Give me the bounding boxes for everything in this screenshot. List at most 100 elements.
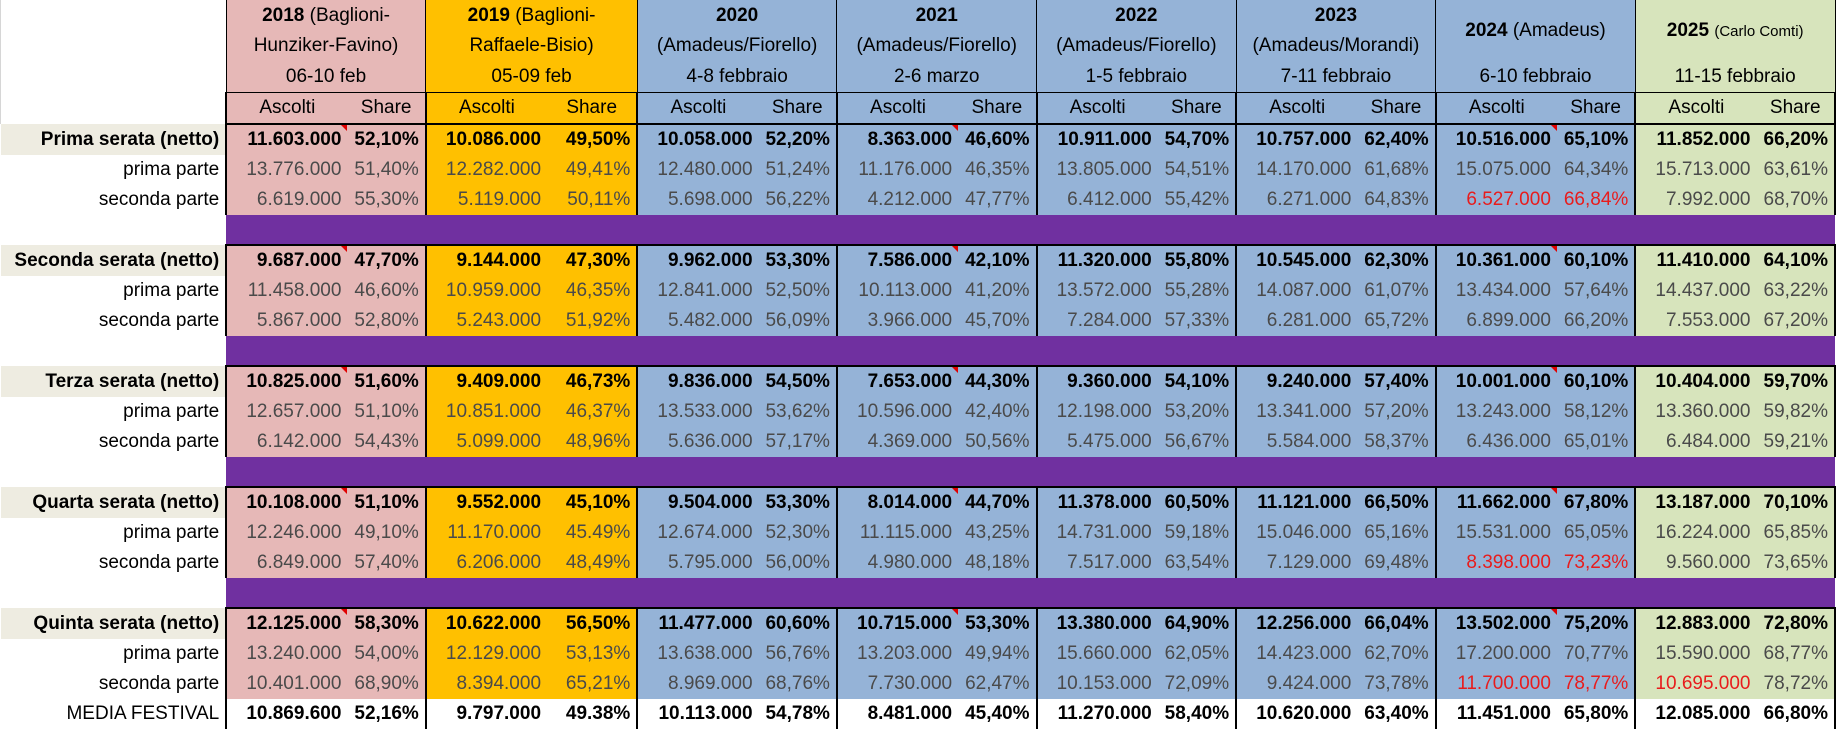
share-cell: 51,10%: [347, 486, 427, 518]
ascolti-cell: 11.378.000: [1035, 486, 1158, 518]
share-cell: 44,70%: [958, 486, 1038, 518]
ascolti-cell: 10.361.000: [1434, 244, 1557, 276]
media-share-cell: 66,80%: [1756, 699, 1836, 729]
ascolti-cell: 17.200.000: [1434, 639, 1557, 669]
share-cell: 78,77%: [1556, 669, 1637, 699]
share-cell: 68,70%: [1756, 185, 1836, 215]
separator-row: [1, 457, 1835, 487]
row-label: Terza serata (netto): [0, 366, 227, 397]
year-header-2020: 2020 (Amadeus/Fiorello): [636, 0, 838, 62]
ascolti-cell: 5.119.000: [424, 185, 548, 215]
year-label: 2022: [1115, 5, 1158, 26]
share-cell: 46,37%: [547, 397, 639, 427]
dates-2019: 05-09 feb: [425, 62, 638, 93]
row-label: seconda parte: [98, 431, 220, 452]
ascolti-cell: 12.246.000: [225, 518, 348, 548]
share-cell: 44,30%: [958, 365, 1038, 397]
share-cell: 50,56%: [958, 427, 1038, 457]
dates-2021: 2-6 marzo: [836, 62, 1038, 93]
share-cell: 47,70%: [347, 244, 427, 276]
media-ascolti-cell: 10.113.000: [636, 699, 759, 729]
share-cell: 60,10%: [1556, 365, 1637, 397]
share-cell: 51,24%: [758, 155, 838, 185]
share-cell: 68,76%: [758, 669, 838, 699]
share-cell: 46,35%: [547, 276, 639, 306]
ascolti-cell: 6.271.000: [1235, 185, 1358, 215]
evening-total-row: Prima serata (netto) 11.603.000 52,10% 10.0…: [0, 123, 1836, 155]
ascolti-cell: 8.363.000: [835, 123, 959, 155]
share-cell: 54,51%: [1157, 155, 1238, 185]
evening-part-row: seconda parte 5.867.000 52,80% 5.243.000 51,…: [1, 306, 1836, 336]
ascolti-cell: 11.603.000: [225, 123, 348, 155]
ascolti-cell: 13.341.000: [1235, 397, 1358, 427]
row-label: Prima serata (netto): [0, 124, 227, 155]
share-cell: 57,64%: [1556, 276, 1637, 306]
ascolti-cell: 12.198.000: [1035, 397, 1158, 427]
media-ascolti-cell: 11.270.000: [1035, 699, 1158, 729]
share-cell: 47,30%: [547, 244, 639, 276]
host-label: (Baglioni-: [309, 5, 390, 26]
ascolti-cell: 10.825.000: [225, 365, 348, 397]
ascolti-cell: 9.409.000: [424, 365, 548, 397]
ascolti-cell: 12.480.000: [636, 155, 759, 185]
year-header-2021: 2021 (Amadeus/Fiorello): [836, 0, 1038, 62]
share-cell: 68,77%: [1756, 639, 1836, 669]
ascolti-cell: 10.911.000: [1035, 123, 1158, 155]
share-cell: 70,10%: [1756, 486, 1836, 518]
year-label: 2025: [1666, 19, 1710, 41]
ascolti-cell: 7.553.000: [1634, 306, 1757, 336]
ascolti-cell: 10.757.000: [1235, 123, 1358, 155]
ascolti-header: Ascolti: [835, 92, 959, 125]
ascolti-cell: 14.087.000: [1235, 276, 1358, 306]
ascolti-cell: 10.959.000: [424, 276, 548, 306]
ascolti-cell: 12.125.000: [225, 607, 348, 639]
separator-row: [1, 215, 1835, 245]
share-cell: 45,10%: [547, 486, 639, 518]
share-cell: 49,41%: [547, 155, 639, 185]
ascolti-cell: 4.980.000: [835, 548, 959, 578]
ascolti-cell: 14.170.000: [1235, 155, 1358, 185]
ascolti-cell: 5.795.000: [636, 548, 759, 578]
ascolti-cell: 10.545.000: [1235, 244, 1358, 276]
share-cell: 54,43%: [347, 427, 427, 457]
share-cell: 45,70%: [958, 306, 1038, 336]
row-label: seconda parte: [98, 189, 220, 210]
dates-2025: 11-15 febbraio: [1634, 62, 1836, 93]
ascolti-header: Ascolti: [1634, 92, 1757, 125]
media-ascolti-cell: 11.451.000: [1434, 699, 1557, 729]
ascolti-header: Ascolti: [1434, 92, 1557, 125]
share-cell: 51,92%: [547, 306, 639, 336]
share-cell: 67,20%: [1756, 306, 1836, 336]
row-label: MEDIA FESTIVAL: [66, 703, 220, 724]
ascolti-cell: 11.170.000: [424, 518, 548, 548]
dates-2024: 6-10 febbraio: [1435, 62, 1636, 93]
ascolti-cell: 10.596.000: [835, 397, 959, 427]
share-cell: 49,94%: [958, 639, 1038, 669]
ascolti-cell: 10.086.000: [424, 123, 548, 155]
share-cell: 42,10%: [958, 244, 1038, 276]
year-label: 2023: [1314, 5, 1358, 26]
ascolti-header: Ascolti: [636, 92, 759, 125]
ascolti-cell: 7.284.000: [1035, 306, 1158, 336]
ascolti-cell: 11.700.000: [1434, 669, 1557, 699]
row-label: Seconda serata (netto): [0, 245, 227, 276]
share-cell: 42,40%: [958, 397, 1038, 427]
blank-cell: [0, 92, 227, 124]
ascolti-cell: 7.653.000: [835, 365, 959, 397]
share-cell: 48,18%: [958, 548, 1038, 578]
ascolti-cell: 9.144.000: [424, 244, 548, 276]
host-label-2: (Amadeus/Fiorello): [1056, 35, 1217, 56]
share-cell: 47,77%: [958, 185, 1038, 215]
ascolti-cell: 11.176.000: [835, 155, 959, 185]
evening-part-row: seconda parte 6.142.000 54,43% 5.099.000 48,…: [1, 427, 1836, 457]
share-cell: 66,04%: [1357, 607, 1437, 639]
ascolti-cell: 11.410.000: [1634, 244, 1757, 276]
ascolti-cell: 10.058.000: [636, 123, 759, 155]
blank-cell: [1, 578, 227, 608]
ascolti-header: Ascolti: [225, 92, 348, 125]
ascolti-cell: 6.899.000: [1434, 306, 1557, 336]
media-ascolti-cell: 9.797.000: [424, 699, 548, 729]
share-cell: 62,40%: [1357, 123, 1437, 155]
share-cell: 54,00%: [347, 639, 427, 669]
